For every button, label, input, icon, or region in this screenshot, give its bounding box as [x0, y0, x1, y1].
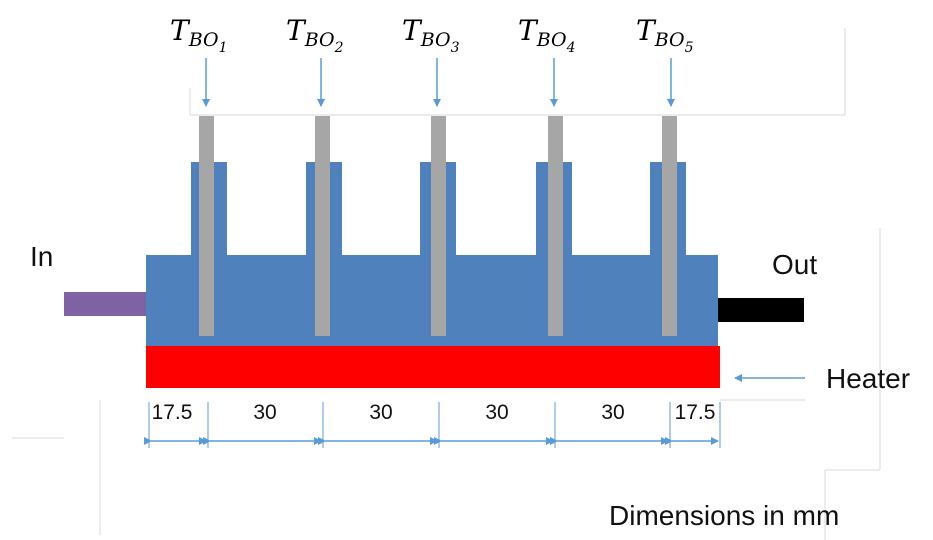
- sensor-arrows: [202, 58, 675, 107]
- dimension-value-1: 17.5: [152, 401, 193, 424]
- heater-label: Heater: [826, 363, 910, 394]
- probe-1: [199, 116, 214, 336]
- dimension-value-4: 30: [485, 401, 508, 424]
- background-frame-lines: [12, 28, 881, 540]
- sensor-label-3: TBO3: [402, 14, 460, 56]
- outlet-label: Out: [772, 249, 817, 280]
- probes: [199, 116, 677, 336]
- probe-2: [315, 116, 330, 336]
- dimensions-note: Dimensions in mm: [609, 500, 839, 531]
- probe-5: [662, 116, 677, 336]
- sensor-label-5: TBO5: [636, 14, 694, 56]
- sensor-labels: TBO1 TBO2 TBO3 TBO4 TBO5: [170, 14, 694, 56]
- outlet-pipe: [716, 298, 804, 322]
- probe-4: [548, 116, 563, 336]
- dimension-value-6: 17.5: [675, 401, 716, 424]
- dimension-value-5: 30: [601, 401, 624, 424]
- inlet-label: In: [30, 241, 53, 272]
- probe-3: [431, 116, 446, 336]
- sensor-label-1: TBO1: [170, 14, 228, 56]
- heater-plate: [146, 346, 720, 388]
- dimension-value-2: 30: [253, 401, 276, 424]
- dimension-values: 17.5 30 30 30 30 17.5: [152, 401, 716, 424]
- dimension-value-3: 30: [369, 401, 392, 424]
- sensor-label-4: TBO4: [518, 14, 576, 56]
- inlet-pipe: [64, 292, 148, 316]
- sensor-label-2: TBO2: [286, 14, 344, 56]
